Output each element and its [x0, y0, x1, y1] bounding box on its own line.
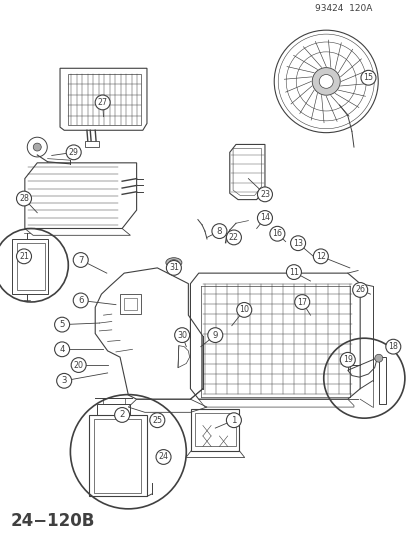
Text: 15: 15 — [363, 73, 373, 82]
Text: 4: 4 — [59, 345, 65, 354]
Text: 12: 12 — [315, 252, 325, 261]
Circle shape — [339, 352, 354, 367]
Circle shape — [311, 68, 339, 95]
Circle shape — [95, 95, 110, 110]
Circle shape — [294, 295, 309, 310]
Circle shape — [352, 282, 367, 297]
Circle shape — [226, 413, 241, 427]
Circle shape — [318, 75, 332, 88]
Text: 2: 2 — [119, 410, 125, 419]
Text: 20: 20 — [74, 360, 83, 369]
Circle shape — [66, 145, 81, 160]
Circle shape — [73, 293, 88, 308]
Text: 25: 25 — [152, 416, 162, 425]
Text: 24−120B: 24−120B — [10, 512, 95, 530]
Circle shape — [0, 229, 68, 302]
Text: 29: 29 — [69, 148, 78, 157]
Text: 10: 10 — [239, 305, 249, 314]
Text: 9: 9 — [212, 330, 217, 340]
Text: 14: 14 — [259, 214, 269, 222]
Circle shape — [273, 30, 377, 133]
Text: 24: 24 — [158, 453, 168, 462]
Circle shape — [323, 338, 404, 418]
Text: 28: 28 — [19, 194, 29, 203]
Circle shape — [269, 227, 284, 241]
Circle shape — [374, 354, 382, 362]
Circle shape — [360, 70, 375, 85]
Text: 30: 30 — [177, 330, 187, 340]
Circle shape — [257, 187, 272, 201]
Circle shape — [174, 328, 189, 343]
Text: 1: 1 — [230, 416, 236, 425]
Circle shape — [70, 394, 186, 509]
Text: 31: 31 — [169, 263, 178, 272]
Circle shape — [73, 253, 88, 268]
Text: 17: 17 — [297, 297, 306, 306]
Circle shape — [71, 358, 86, 373]
Text: 21: 21 — [19, 252, 29, 261]
Text: 26: 26 — [354, 286, 364, 294]
Circle shape — [33, 143, 41, 151]
Ellipse shape — [166, 257, 181, 268]
Circle shape — [166, 261, 181, 275]
Circle shape — [114, 408, 129, 422]
Circle shape — [257, 211, 272, 225]
Circle shape — [55, 342, 69, 357]
Text: 11: 11 — [288, 268, 298, 277]
Text: 6: 6 — [78, 296, 83, 305]
Text: 18: 18 — [387, 342, 397, 351]
Text: 19: 19 — [342, 356, 352, 364]
Circle shape — [290, 236, 305, 251]
Circle shape — [55, 317, 69, 332]
Circle shape — [313, 249, 328, 264]
Text: 7: 7 — [78, 255, 83, 264]
Circle shape — [207, 328, 222, 343]
Circle shape — [226, 230, 241, 245]
Circle shape — [150, 413, 164, 427]
Circle shape — [156, 449, 171, 464]
Text: 22: 22 — [228, 233, 238, 242]
Text: 8: 8 — [216, 227, 222, 236]
Circle shape — [57, 374, 71, 388]
Text: 5: 5 — [59, 320, 65, 329]
Text: 16: 16 — [272, 229, 282, 238]
Circle shape — [236, 303, 251, 317]
Circle shape — [211, 224, 226, 238]
Ellipse shape — [169, 260, 178, 265]
Text: 23: 23 — [259, 190, 269, 199]
Text: 27: 27 — [97, 98, 107, 107]
Text: 13: 13 — [292, 239, 302, 248]
Circle shape — [17, 249, 31, 264]
Text: 3: 3 — [61, 376, 67, 385]
Circle shape — [385, 340, 400, 354]
Text: 93424  120A: 93424 120A — [314, 4, 371, 13]
Circle shape — [286, 265, 301, 279]
Circle shape — [17, 191, 31, 206]
